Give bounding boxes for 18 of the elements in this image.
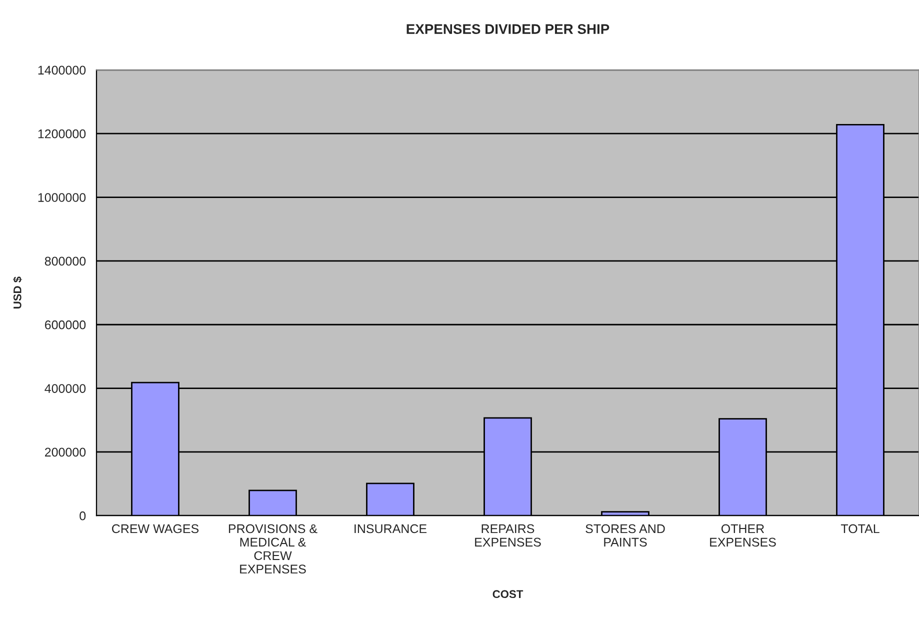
x-tick-label: TOTAL <box>840 524 880 534</box>
y-tick-label: 0 <box>80 511 86 520</box>
x-tick-label: OTHER EXPENSES <box>710 524 776 547</box>
y-tick-label: 1200000 <box>38 129 86 138</box>
chart-title: EXPENSES DIVIDED PER SHIP <box>406 24 610 34</box>
y-tick-label: 200000 <box>45 448 86 457</box>
x-tick-label: PROVISIONS & MEDICAL & CREW EXPENSES <box>228 524 318 574</box>
x-tick-label: CREW WAGES <box>112 524 199 534</box>
y-axis-title: USD $ <box>12 276 22 308</box>
y-tick-label: 800000 <box>44 256 86 266</box>
x-axis-title: COST <box>492 590 524 598</box>
y-tick-label: 1400000 <box>38 66 86 75</box>
y-tick-label: 600000 <box>45 320 86 330</box>
x-tick-label: INSURANCE <box>354 524 427 534</box>
x-tick-label: STORES AND PAINTS <box>586 524 665 547</box>
y-tick-label: 1000000 <box>38 193 86 202</box>
x-tick-label: REPAIRS EXPENSES <box>475 524 541 547</box>
y-tick-label: 400000 <box>44 384 86 393</box>
